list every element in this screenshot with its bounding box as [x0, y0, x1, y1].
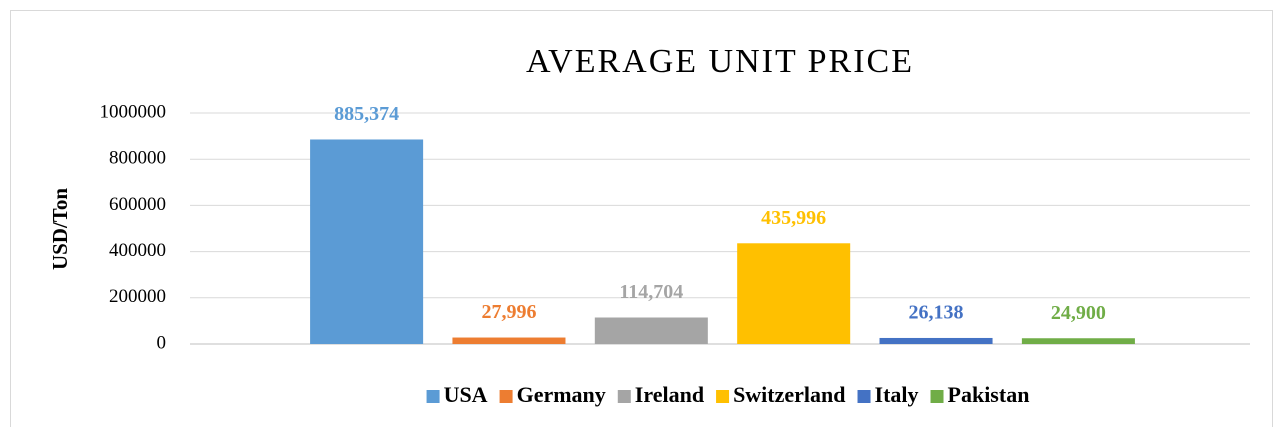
legend-label: Switzerland	[733, 382, 845, 407]
value-label: 24,900	[1051, 302, 1106, 324]
legend-swatch	[499, 390, 513, 403]
value-label: 885,374	[334, 103, 399, 125]
value-label: 435,996	[761, 207, 826, 229]
y-tick-label: 800000	[109, 148, 166, 169]
bar	[1021, 338, 1135, 344]
bar	[879, 337, 993, 344]
legend-swatch	[426, 390, 440, 403]
legend-swatch	[930, 390, 944, 403]
y-tick-label: 200000	[109, 286, 166, 307]
value-label: 114,704	[619, 281, 683, 303]
legend-swatch	[857, 390, 871, 403]
y-tick-label: 0	[157, 332, 167, 353]
legend-swatch	[716, 390, 730, 403]
value-label: 27,996	[481, 301, 536, 323]
chart-title: AVERAGE UNIT PRICE	[526, 43, 914, 80]
legend-label: USA	[444, 382, 488, 407]
y-tick-label: 400000	[109, 240, 166, 261]
y-tick-label: 600000	[109, 194, 166, 215]
bar	[310, 139, 424, 344]
legend-swatch	[617, 390, 631, 403]
bar	[737, 243, 851, 344]
chart-border	[10, 10, 1273, 427]
legend-label: Pakistan	[948, 382, 1030, 407]
legend-label: Italy	[875, 382, 919, 407]
bar	[594, 317, 708, 344]
bar	[452, 337, 566, 344]
value-label: 26,138	[909, 302, 964, 324]
legend-label: Germany	[517, 382, 606, 407]
legend-label: Ireland	[635, 382, 704, 407]
y-tick-label: 1000000	[100, 101, 167, 122]
y-axis-label: USD/Ton	[48, 188, 72, 270]
